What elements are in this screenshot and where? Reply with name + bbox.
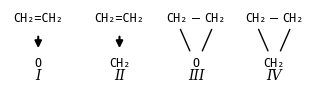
Text: CH₂=CH₂: CH₂=CH₂ <box>95 12 144 25</box>
Text: CH₂: CH₂ <box>204 12 225 25</box>
Text: O: O <box>35 57 42 70</box>
Text: —: — <box>192 12 200 25</box>
Text: III: III <box>188 69 204 83</box>
Text: I: I <box>35 69 41 83</box>
Text: CH₂: CH₂ <box>245 12 266 25</box>
Text: CH₂: CH₂ <box>282 12 304 25</box>
Text: CH₂: CH₂ <box>109 57 130 70</box>
Text: II: II <box>114 69 125 83</box>
Text: IV: IV <box>267 69 282 83</box>
Text: CH₂: CH₂ <box>167 12 188 25</box>
Text: CH₂: CH₂ <box>263 57 285 70</box>
Text: CH₂=CH₂: CH₂=CH₂ <box>13 12 63 25</box>
Text: O: O <box>192 57 200 70</box>
Text: —: — <box>270 12 278 25</box>
